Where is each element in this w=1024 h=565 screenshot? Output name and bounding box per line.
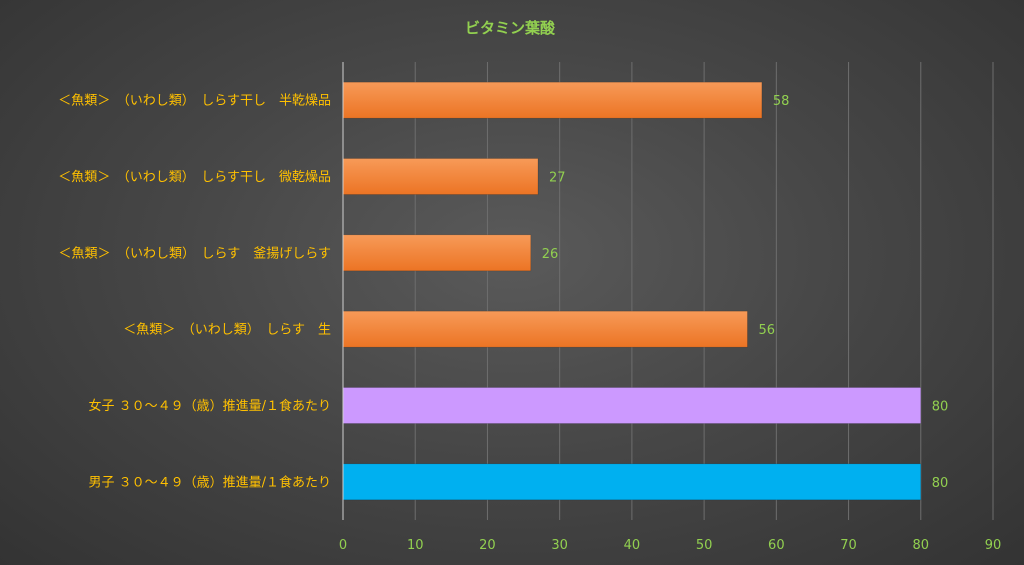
x-tick-label-10: 10	[407, 538, 424, 553]
x-tick-label-90: 90	[985, 538, 1002, 553]
x-tick-label-60: 60	[768, 538, 785, 553]
data-label-1: 58	[773, 94, 790, 109]
gridlines	[414, 62, 994, 520]
category-label-4: ＜魚類＞ （いわし類） しらす 生	[123, 323, 331, 338]
category-labels: ＜魚類＞ （いわし類） しらす干し 半乾燥品 ＜魚類＞ （いわし類） しらす干し …	[58, 94, 331, 491]
data-label-6: 80	[932, 476, 949, 491]
x-tick-label-80: 80	[913, 538, 930, 553]
data-label-5: 80	[932, 400, 949, 415]
bar-6	[342, 463, 922, 501]
bar-5	[342, 387, 922, 424]
category-label-3: ＜魚類＞ （いわし類） しらす 釜揚げしらす	[59, 245, 331, 261]
x-tick-label-70: 70	[840, 538, 857, 553]
bar-2	[342, 158, 539, 195]
data-labels: 58 27 26 56 80 80	[542, 94, 949, 491]
category-label-6: 男子 ３０～４９（歳）推進量/１食あたり	[88, 474, 331, 490]
category-label-2: ＜魚類＞ （いわし類） しらす干し 微乾燥品	[58, 170, 331, 185]
category-label-5: 女子 ３０～４９（歳）推進量/１食あたり	[88, 398, 331, 414]
x-tick-label-0: 0	[339, 538, 347, 553]
x-tick-label-50: 50	[696, 538, 713, 553]
x-tick-label-40: 40	[624, 538, 641, 553]
category-label-1: ＜魚類＞ （いわし類） しらす干し 半乾燥品	[58, 94, 331, 109]
data-label-4: 56	[758, 323, 775, 338]
x-tick-label-30: 30	[551, 538, 568, 553]
bar-4	[342, 310, 748, 348]
chart-title: ビタミン葉酸	[465, 19, 556, 37]
data-label-3: 26	[542, 247, 559, 262]
x-tick-labels: 0 10 20 30 40 50 60 70 80 90	[339, 538, 1001, 553]
bars	[342, 81, 922, 501]
x-tick-label-20: 20	[479, 538, 496, 553]
bar-1	[342, 81, 763, 119]
data-label-2: 27	[549, 171, 566, 186]
bar-3	[342, 234, 532, 272]
